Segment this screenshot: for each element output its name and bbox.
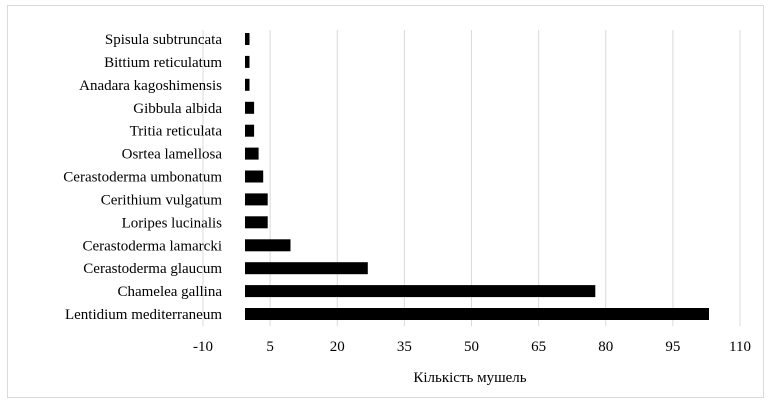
category-label: Loripes lucinalis [122,215,223,231]
x-tick-label: 95 [665,339,680,355]
x-tick-labels: -10 5 20 35 50 65 80 95 110 [193,339,751,355]
category-label: Anadara kagoshimensis [79,78,222,94]
chart-frame [7,5,764,398]
category-label: Tritia reticulata [130,124,223,140]
category-label: Bittium reticulatum [104,55,222,71]
category-label: Gibbula albida [133,101,222,117]
bar [245,101,255,114]
category-label: Cerastoderma umbonatum [63,170,222,186]
bar [245,239,291,252]
bar [245,285,596,298]
bar [245,55,250,68]
grid-lines [202,30,741,326]
x-axis-title: Кількість мушель [413,370,526,386]
x-tick-label: 50 [464,339,479,355]
bar [245,147,259,160]
x-tick-label: 20 [330,339,345,355]
x-tick-label: 110 [729,339,751,355]
bars [245,33,709,320]
x-tick-label: 80 [598,339,613,355]
category-labels: Spisula subtruncata Bittium reticulatum An… [63,32,222,323]
category-label: Chamelea gallina [117,284,222,300]
bar [245,33,250,45]
bar [245,216,268,229]
bar [245,124,255,137]
bar [245,262,368,275]
x-tick-label: 65 [531,339,546,355]
bar [245,308,709,320]
category-label: Cerithium vulgatum [101,192,223,208]
category-label: Cerastoderma glaucum [83,261,222,277]
bar [245,170,264,183]
x-tick-label: -10 [193,339,213,355]
category-label: Osrtea lamellosa [122,147,223,163]
bar [245,78,250,91]
category-label: Spisula subtruncata [105,32,222,48]
bar [245,193,268,206]
x-tick-label: 35 [397,339,412,355]
category-label: Lentidium mediterraneum [65,307,222,323]
category-label: Cerastoderma lamarcki [82,238,222,254]
x-tick-label: 5 [266,339,274,355]
